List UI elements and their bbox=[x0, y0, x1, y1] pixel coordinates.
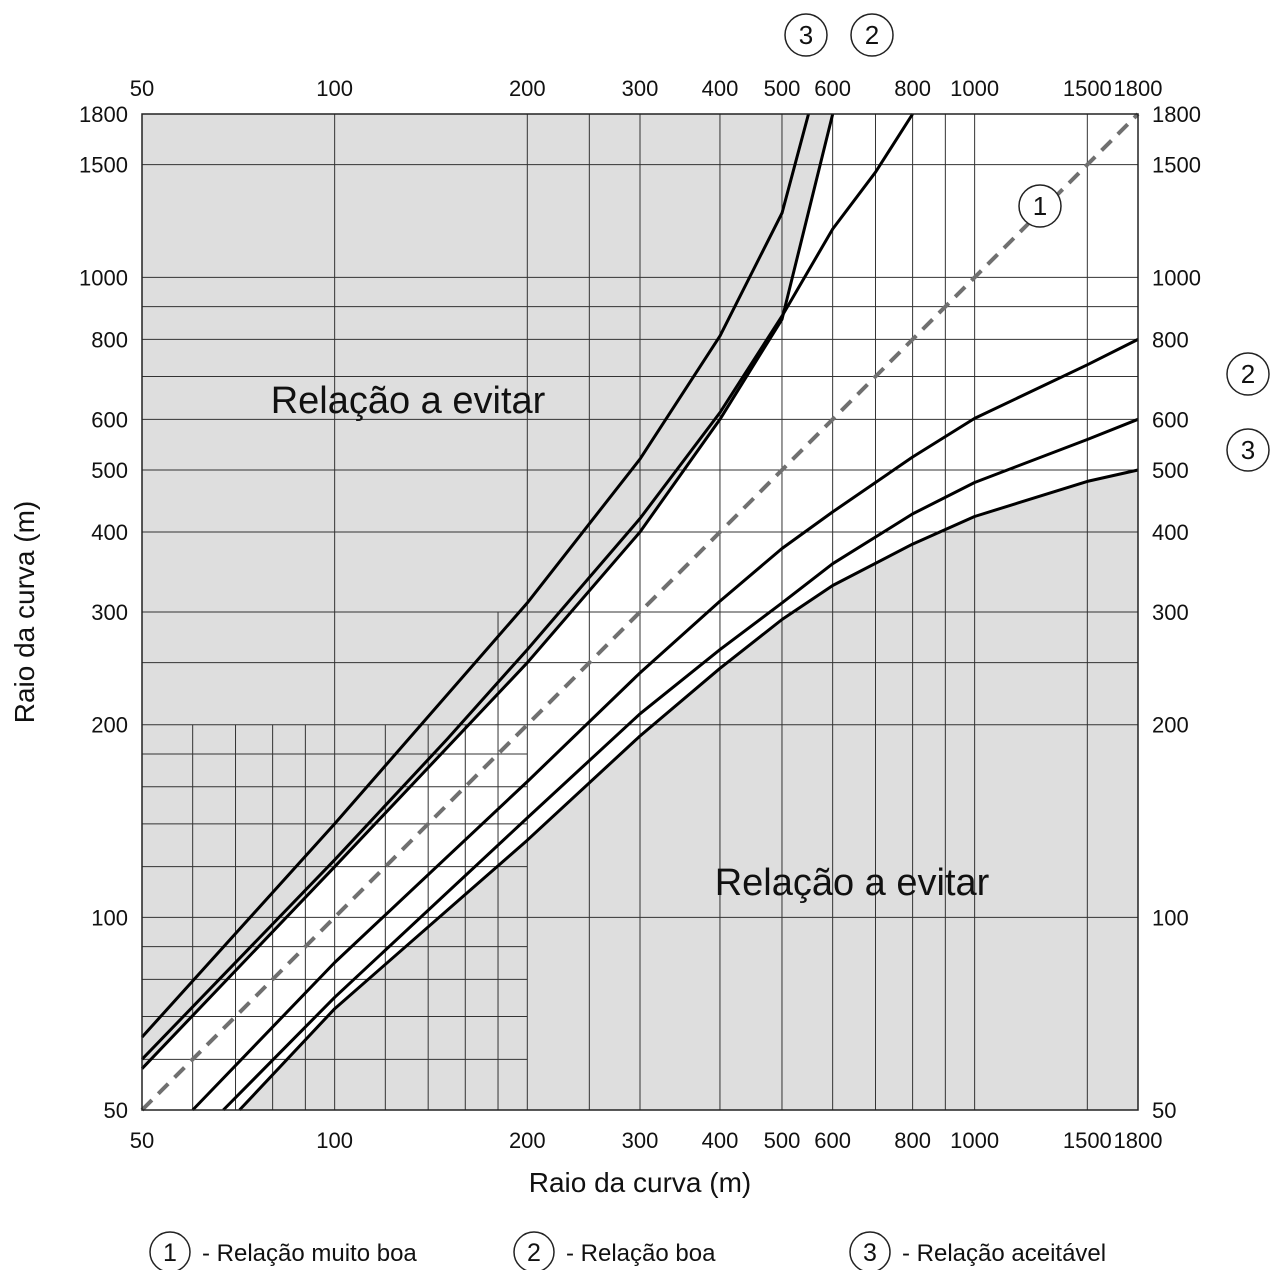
y-tick-label-left: 1500 bbox=[79, 153, 128, 178]
series-line bbox=[238, 468, 1139, 1112]
y-tick-label-right: 300 bbox=[1152, 600, 1189, 625]
region-label-lower: Relação a evitar bbox=[715, 862, 990, 904]
marker-line-1-text: 1 bbox=[1033, 191, 1047, 221]
labels: 5050100100200200300300400400500500600600… bbox=[9, 13, 1270, 1270]
x-tick-label-bottom: 1500 bbox=[1063, 1128, 1112, 1153]
y-tick-label-right: 1000 bbox=[1152, 265, 1201, 290]
x-tick-label-bottom: 100 bbox=[316, 1128, 353, 1153]
series-line bbox=[140, 113, 835, 1070]
legend-marker-text: 3 bbox=[863, 1239, 877, 1267]
x-tick-label-bottom: 1800 bbox=[1114, 1128, 1163, 1153]
marker-line-1-circle bbox=[1018, 184, 1062, 228]
y-tick-label-left: 600 bbox=[91, 407, 128, 432]
legend-marker-circle bbox=[513, 1231, 555, 1270]
y-tick-label-left: 500 bbox=[91, 458, 128, 483]
marker-top-3-text: 3 bbox=[799, 20, 813, 50]
x-tick-label-top: 50 bbox=[130, 76, 154, 101]
y-tick-label-left: 200 bbox=[91, 713, 128, 738]
legend-marker-text: 2 bbox=[527, 1239, 541, 1267]
x-axis-label: Raio da curva (m) bbox=[529, 1167, 752, 1198]
y-axis-label: Raio da curva (m) bbox=[9, 501, 40, 724]
series-line-1 bbox=[140, 112, 1140, 1112]
legend-marker-circle bbox=[149, 1231, 191, 1270]
y-tick-label-right: 600 bbox=[1152, 407, 1189, 432]
y-tick-label-left: 100 bbox=[91, 905, 128, 930]
plot-frame bbox=[141, 113, 1139, 1111]
y-tick-label-right: 1500 bbox=[1152, 153, 1201, 178]
y-tick-label-right: 500 bbox=[1152, 458, 1189, 483]
region-label-upper: Relação a evitar bbox=[271, 380, 546, 422]
x-tick-label-bottom: 300 bbox=[622, 1128, 659, 1153]
x-tick-label-bottom: 50 bbox=[130, 1128, 154, 1153]
series-line-2 bbox=[191, 338, 1139, 1112]
grid bbox=[142, 114, 1138, 1110]
x-tick-label-top: 1000 bbox=[950, 76, 999, 101]
y-tick-label-right: 400 bbox=[1152, 520, 1189, 545]
series-line-3 bbox=[140, 113, 810, 1039]
y-tick-label-left: 1000 bbox=[79, 265, 128, 290]
axes bbox=[141, 113, 1139, 1111]
marker-right-2-circle bbox=[1226, 352, 1270, 396]
x-tick-label-top: 1500 bbox=[1063, 76, 1112, 101]
y-tick-label-right: 800 bbox=[1152, 327, 1189, 352]
legend-text: - Relação aceitável bbox=[902, 1240, 1106, 1267]
y-tick-label-right: 200 bbox=[1152, 713, 1189, 738]
y-tick-label-right: 50 bbox=[1152, 1098, 1176, 1123]
x-tick-label-bottom: 600 bbox=[814, 1128, 851, 1153]
y-tick-label-left: 1800 bbox=[79, 102, 128, 127]
series bbox=[140, 112, 1140, 1112]
series-line-3 bbox=[222, 417, 1139, 1112]
marker-right-2-text: 2 bbox=[1241, 359, 1255, 389]
y-tick-label-left: 50 bbox=[104, 1098, 128, 1123]
legend-marker-circle bbox=[849, 1231, 891, 1270]
x-tick-label-bottom: 200 bbox=[509, 1128, 546, 1153]
x-tick-label-bottom: 500 bbox=[764, 1128, 801, 1153]
x-tick-label-top: 1800 bbox=[1114, 76, 1163, 101]
y-tick-label-left: 800 bbox=[91, 327, 128, 352]
x-tick-label-top: 100 bbox=[316, 76, 353, 101]
x-tick-label-bottom: 1000 bbox=[950, 1128, 999, 1153]
x-tick-label-top: 200 bbox=[509, 76, 546, 101]
marker-top-3-circle bbox=[784, 13, 828, 57]
x-tick-label-top: 600 bbox=[814, 76, 851, 101]
marker-top-2-circle bbox=[850, 13, 894, 57]
marker-right-3-circle bbox=[1226, 428, 1270, 472]
series-line-2 bbox=[140, 113, 914, 1061]
legend-marker-text: 1 bbox=[163, 1239, 177, 1267]
x-tick-label-bottom: 400 bbox=[702, 1128, 739, 1153]
y-tick-label-left: 300 bbox=[91, 600, 128, 625]
y-tick-label-left: 400 bbox=[91, 520, 128, 545]
y-tick-label-right: 100 bbox=[1152, 905, 1189, 930]
marker-top-2-text: 2 bbox=[865, 20, 879, 50]
x-tick-label-top: 300 bbox=[622, 76, 659, 101]
x-tick-label-top: 400 bbox=[702, 76, 739, 101]
x-tick-label-top: 800 bbox=[894, 76, 931, 101]
marker-right-3-text: 3 bbox=[1241, 435, 1255, 465]
x-tick-label-bottom: 800 bbox=[894, 1128, 931, 1153]
x-tick-label-top: 500 bbox=[764, 76, 801, 101]
legend-text: - Relação muito boa bbox=[202, 1240, 417, 1267]
legend-text: - Relação boa bbox=[566, 1240, 716, 1267]
y-tick-label-right: 1800 bbox=[1152, 102, 1201, 127]
